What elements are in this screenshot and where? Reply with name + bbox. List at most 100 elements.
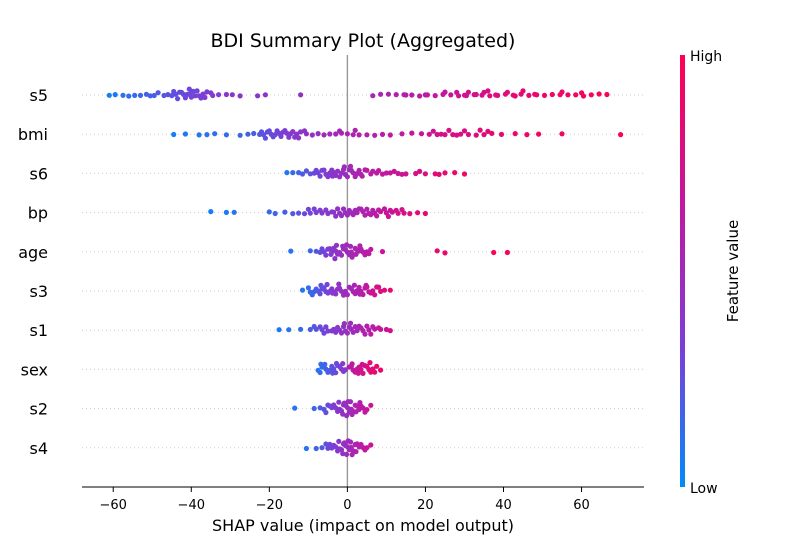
point-s5 (512, 93, 518, 99)
point-s3 (378, 288, 384, 294)
point-bmi (262, 135, 268, 141)
point-s1 (298, 326, 304, 332)
point-bmi (446, 127, 452, 133)
point-bmi (282, 128, 288, 134)
point-bmi (477, 127, 483, 133)
point-bp (208, 209, 214, 215)
point-s6 (352, 174, 358, 180)
point-s5 (182, 95, 188, 101)
point-s6 (356, 167, 362, 173)
point-s5 (454, 89, 460, 95)
point-s5 (204, 89, 210, 95)
point-s2 (317, 405, 323, 411)
point-s3 (348, 286, 354, 292)
point-bmi (182, 131, 188, 137)
point-sex (367, 360, 373, 366)
point-s6 (348, 167, 354, 173)
point-s1 (323, 324, 329, 330)
point-s1 (276, 327, 282, 333)
point-bp (290, 211, 296, 217)
point-s5 (178, 89, 185, 95)
point-s6 (335, 168, 341, 174)
point-s6 (461, 171, 468, 177)
point-bmi (274, 128, 280, 134)
point-s4 (354, 441, 360, 447)
point-s5 (171, 88, 177, 95)
point-s2 (349, 411, 355, 418)
point-s6 (370, 168, 376, 174)
point-s2 (354, 403, 360, 409)
point-bmi (450, 132, 456, 138)
point-s5 (255, 93, 261, 99)
point-bmi (223, 132, 229, 138)
point-s4 (349, 452, 355, 458)
point-bmi (309, 132, 315, 138)
point-s5 (151, 92, 157, 99)
feature-label-s1: s1 (29, 321, 48, 340)
point-s1 (335, 324, 341, 331)
point-s4 (335, 448, 341, 454)
point-bp (307, 210, 313, 216)
feature-label-bmi: bmi (18, 125, 48, 144)
point-age (288, 248, 294, 254)
point-s5 (481, 89, 487, 95)
feature-label-s5: s5 (29, 86, 48, 105)
point-s5 (487, 93, 493, 99)
point-s1 (356, 323, 362, 329)
point-s3 (357, 291, 363, 297)
point-age (328, 251, 334, 257)
point-sex (359, 361, 365, 367)
point-bmi (292, 134, 298, 140)
point-s2 (353, 409, 359, 415)
point-s5 (106, 92, 112, 98)
point-sex (340, 361, 346, 367)
point-s6 (329, 167, 335, 173)
point-age (362, 252, 368, 258)
point-s3 (344, 292, 350, 298)
feature-label-s4: s4 (29, 439, 48, 458)
colorbar-title: Feature value (724, 220, 742, 322)
point-age (354, 247, 360, 253)
point-bp (335, 206, 341, 212)
point-s5 (604, 91, 610, 98)
point-s6 (413, 170, 419, 177)
point-s2 (335, 408, 341, 414)
point-sex (330, 370, 336, 376)
point-bp (346, 207, 352, 214)
feature-label-bp: bp (28, 204, 48, 223)
point-bp (415, 210, 421, 216)
point-s6 (284, 170, 290, 176)
point-age (353, 251, 359, 257)
point-bmi (258, 129, 265, 135)
point-bmi (409, 130, 415, 136)
point-s5 (473, 91, 479, 98)
feature-label-sex: sex (21, 360, 48, 379)
row-gridlines (82, 94, 644, 449)
point-s5 (378, 91, 384, 97)
point-s5 (223, 91, 229, 98)
point-s6 (436, 171, 442, 177)
point-bmi (171, 131, 177, 138)
point-bmi (485, 128, 491, 134)
point-s5 (370, 93, 376, 99)
point-s6 (290, 170, 296, 176)
point-s2 (344, 413, 350, 419)
point-s3 (372, 292, 378, 298)
point-bmi (536, 131, 542, 137)
point-bp (393, 207, 399, 213)
point-sex (322, 361, 328, 367)
point-s5 (432, 93, 438, 99)
point-bmi (301, 128, 308, 134)
point-s4 (327, 441, 333, 447)
point-s4 (331, 442, 337, 448)
x-axis-label: SHAP value (impact on model output) (212, 516, 514, 535)
point-s5 (541, 92, 548, 98)
x-tick-label: 20 (417, 498, 434, 513)
point-s1 (346, 324, 352, 330)
point-s1 (347, 320, 354, 326)
point-bmi (315, 131, 321, 137)
point-s5 (202, 94, 208, 101)
point-s2 (340, 411, 346, 417)
point-s2 (345, 399, 351, 405)
point-s6 (296, 170, 302, 176)
